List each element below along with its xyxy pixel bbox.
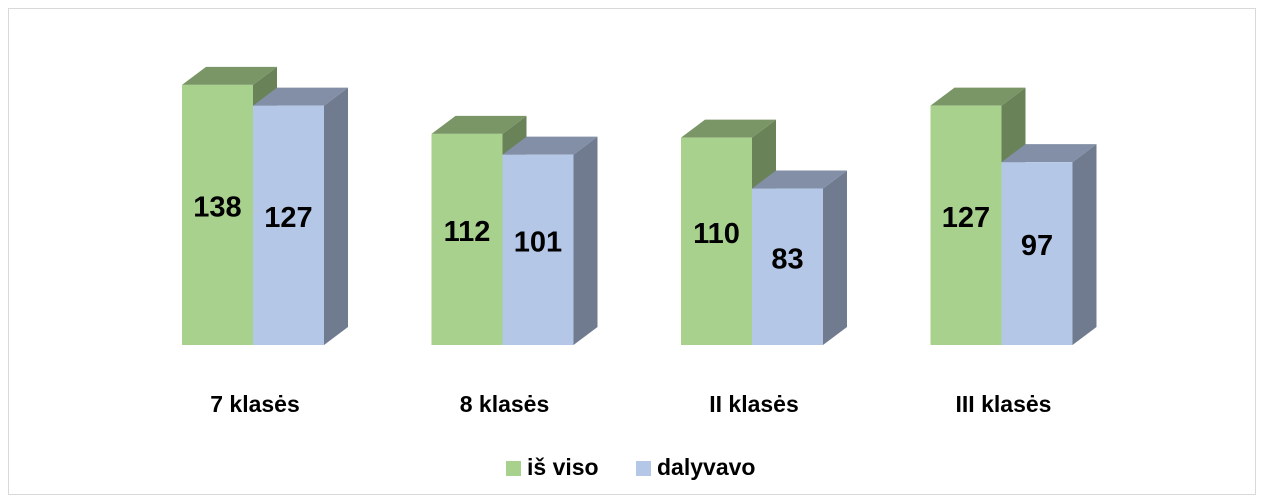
bar bbox=[752, 170, 847, 345]
data-label: 83 bbox=[771, 243, 803, 275]
bar-top bbox=[253, 87, 348, 106]
data-label: 127 bbox=[264, 202, 312, 234]
bar-top bbox=[182, 66, 277, 85]
legend-label: iš viso bbox=[527, 454, 599, 480]
x-tick-label: III klasės bbox=[956, 391, 1052, 417]
bar-front bbox=[182, 84, 253, 346]
bar-front bbox=[681, 137, 752, 345]
data-label: 127 bbox=[942, 202, 990, 234]
bar-front bbox=[502, 154, 574, 345]
data-label: 110 bbox=[693, 218, 740, 250]
x-tick-label: 7 klasės bbox=[210, 391, 300, 417]
x-tick-label: 8 klasės bbox=[460, 391, 550, 417]
bar-top bbox=[930, 87, 1026, 106]
bar-top bbox=[681, 119, 776, 138]
data-label: 112 bbox=[444, 216, 491, 248]
bar-side bbox=[1072, 144, 1097, 345]
bar-top bbox=[502, 136, 598, 155]
bar-front bbox=[752, 188, 823, 345]
bar-front bbox=[1001, 162, 1073, 345]
bar bbox=[502, 136, 598, 345]
x-tick-label: II klasės bbox=[709, 391, 799, 417]
bar-front bbox=[253, 105, 324, 345]
bar-front bbox=[431, 133, 503, 345]
bar-side bbox=[573, 136, 598, 345]
data-label: 138 bbox=[193, 192, 241, 224]
legend-swatch bbox=[636, 461, 651, 476]
legend-label: dalyvavo bbox=[657, 454, 755, 480]
bar-side bbox=[823, 170, 847, 345]
bar bbox=[253, 87, 348, 345]
bar-top bbox=[752, 170, 847, 189]
bar-front bbox=[930, 105, 1002, 345]
data-label: 101 bbox=[514, 226, 562, 258]
legend-swatch bbox=[506, 461, 521, 476]
bar-top bbox=[431, 115, 527, 134]
bar-top bbox=[1001, 144, 1097, 163]
bar bbox=[930, 87, 1026, 345]
bar-side bbox=[324, 87, 348, 345]
data-label: 97 bbox=[1021, 230, 1053, 262]
bar bbox=[1001, 144, 1097, 345]
